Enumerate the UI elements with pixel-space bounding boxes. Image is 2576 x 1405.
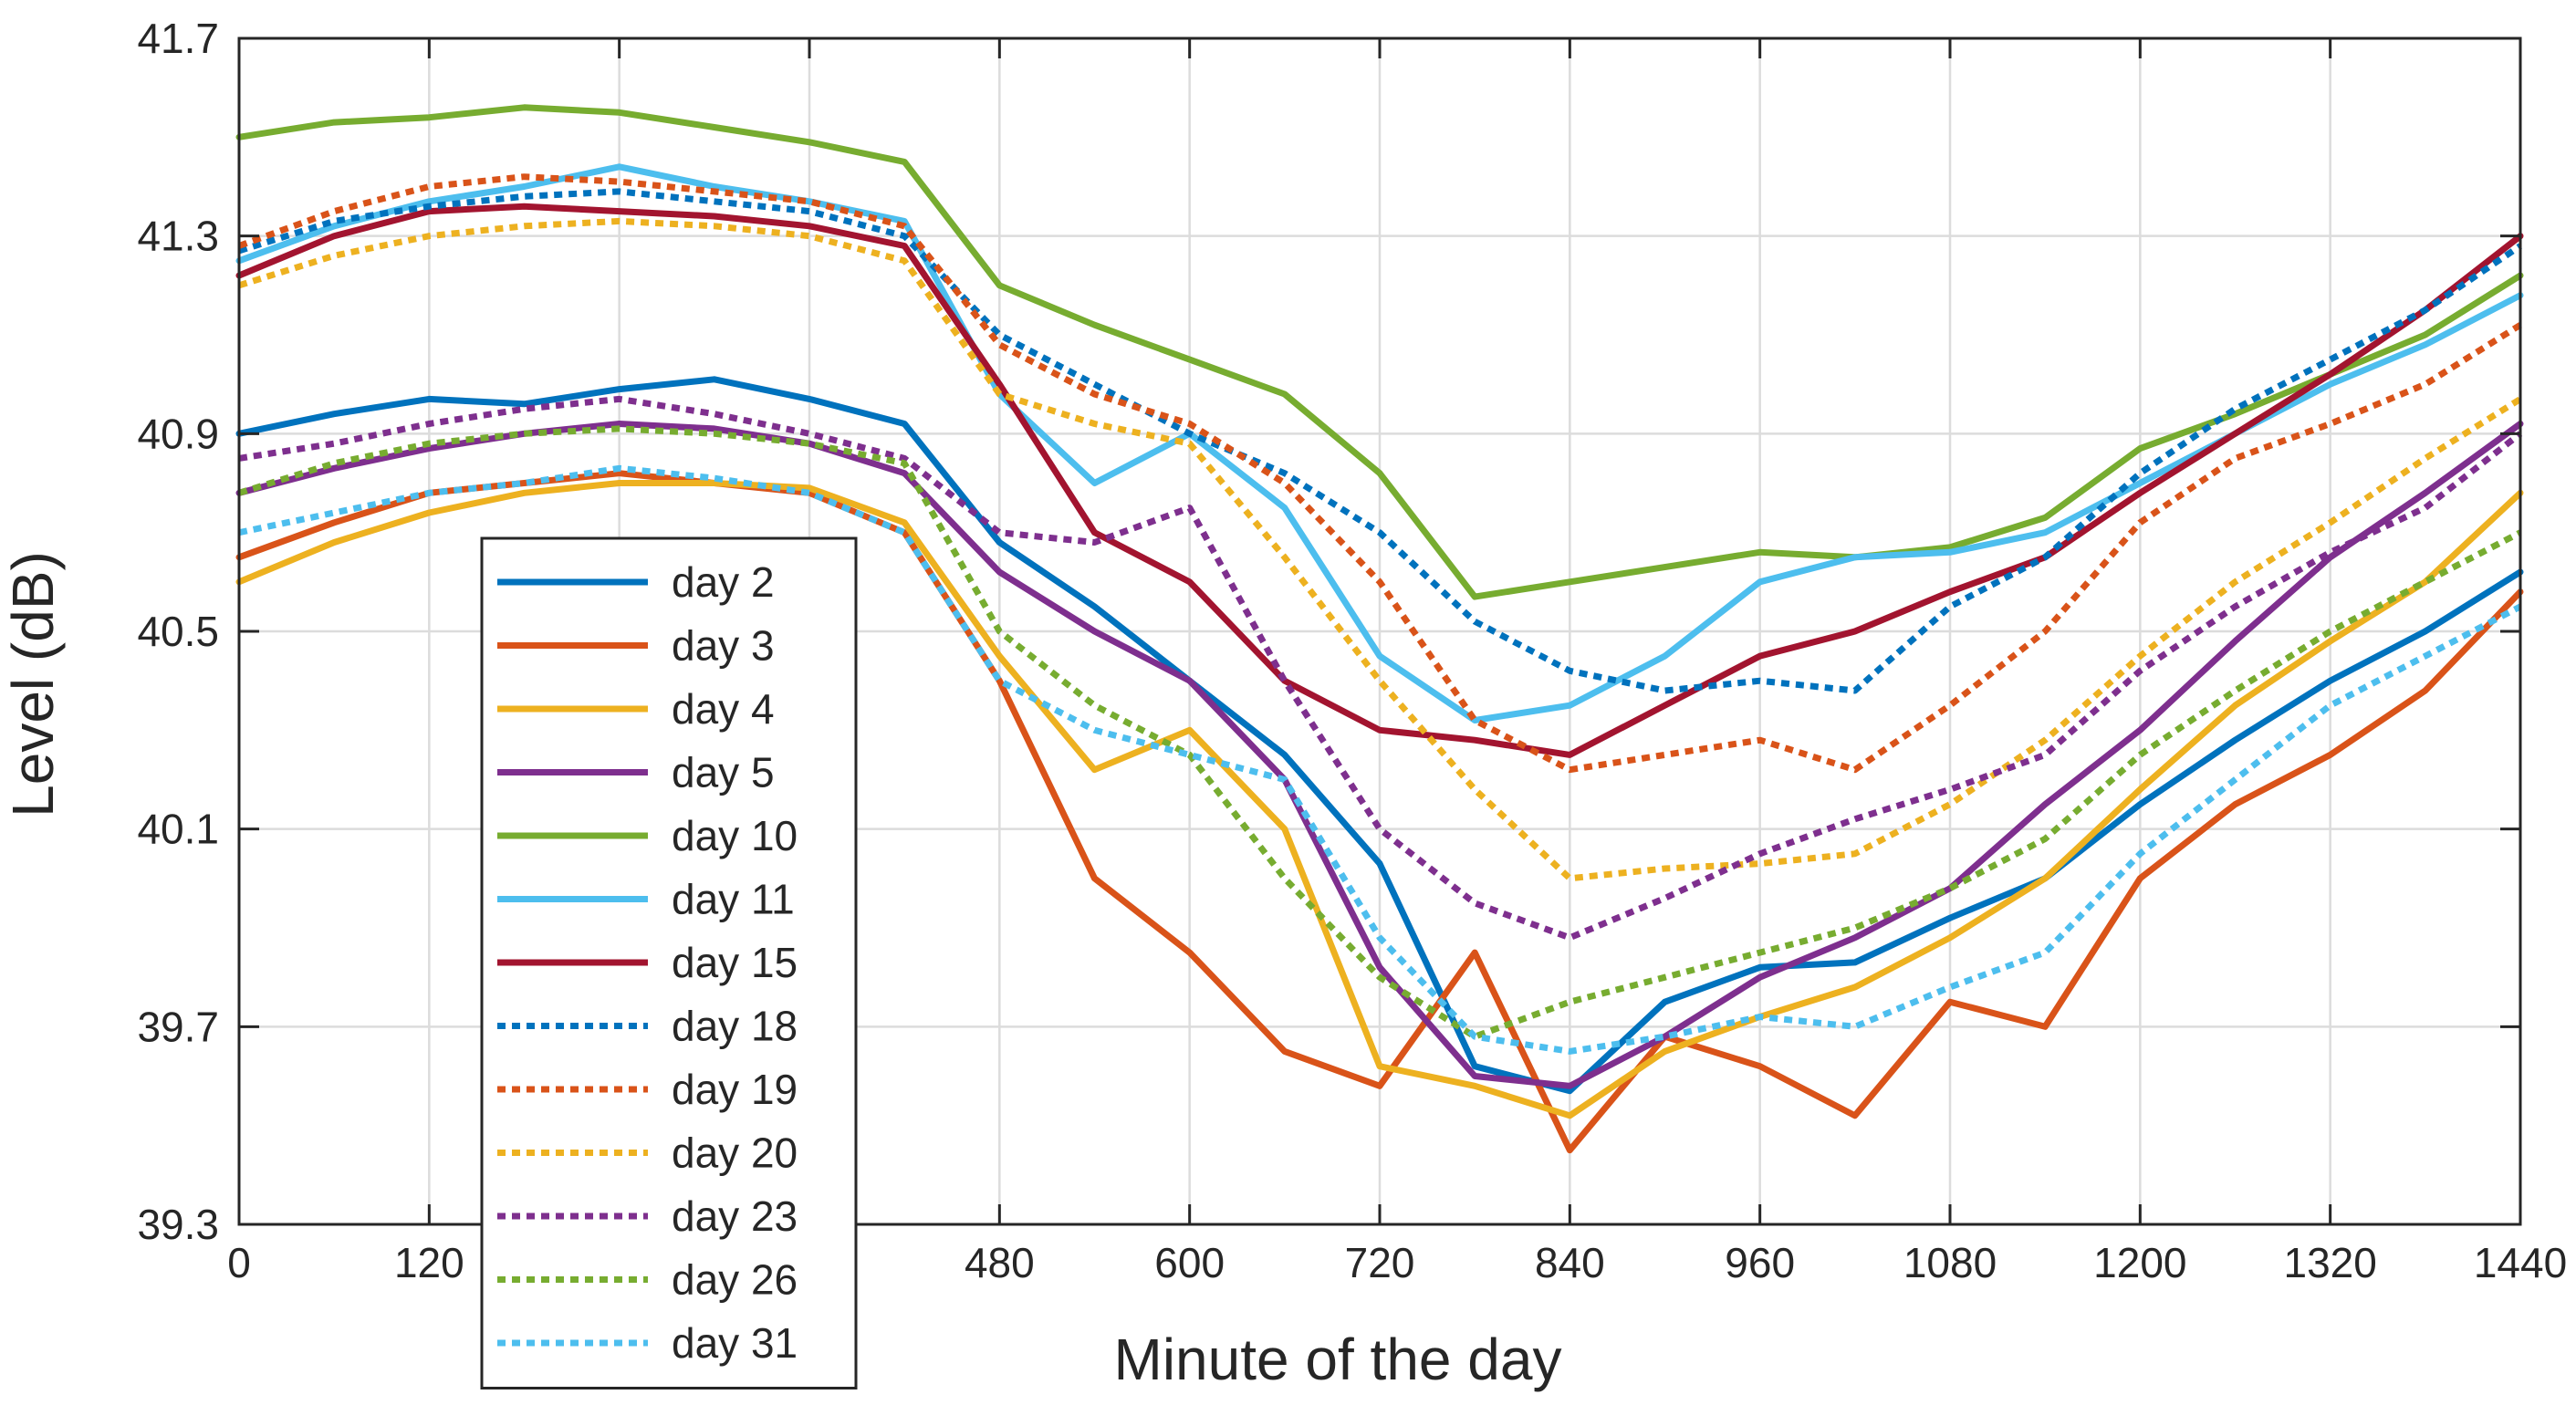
- x-tick-label-12: 1440: [2474, 1239, 2567, 1286]
- legend-label-day-15: day 15: [672, 939, 798, 986]
- legend-label-day-23: day 23: [672, 1192, 798, 1240]
- x-tick-label-4: 480: [965, 1239, 1035, 1286]
- y-tick-label-1: 39.7: [137, 1003, 219, 1050]
- series-line-day-4: [235, 480, 2524, 1119]
- x-tick-labels: 0 120 480 600 720 840 960 1080 1200 1320 1440: [227, 1239, 2567, 1286]
- legend-label-day-20: day 20: [672, 1129, 798, 1177]
- series-line-day-15: [235, 203, 2524, 758]
- legend-label-day-11: day 11: [672, 876, 795, 923]
- x-tick-label-9: 1080: [1903, 1239, 1997, 1286]
- y-tick-label-2: 40.1: [137, 806, 219, 853]
- series-line-day-19: [237, 173, 2522, 774]
- y-axis-label: Level (dB): [0, 551, 66, 817]
- series-line-day-20: [237, 217, 2522, 882]
- x-tick-label-5: 600: [1154, 1239, 1225, 1286]
- legend-label-day-26: day 26: [672, 1256, 798, 1304]
- y-tick-labels: 39.3 39.7 40.1 40.5 40.9 41.3 41.7: [137, 15, 219, 1248]
- legend-label-day-5: day 5: [672, 749, 775, 796]
- series-line-day-23: [238, 395, 2523, 942]
- y-tick-label-0: 39.3: [137, 1201, 219, 1248]
- series-line-day-2: [235, 376, 2524, 1095]
- x-axis-label: Minute of the day: [1114, 1327, 1562, 1392]
- series-line-day-5: [235, 421, 2524, 1089]
- series-line-day-10: [235, 104, 2524, 600]
- legend-label-day-18: day 18: [672, 1003, 798, 1050]
- series-line-day-3: [235, 470, 2524, 1154]
- legend-label-day-4: day 4: [672, 685, 775, 733]
- legend-label-day-2: day 2: [672, 558, 775, 606]
- x-tick-label-6: 720: [1345, 1239, 1415, 1286]
- y-tick-label-4: 40.9: [137, 410, 219, 457]
- series-line-day-31: [238, 464, 2522, 1055]
- x-tick-label-7: 840: [1535, 1239, 1605, 1286]
- legend: day 2 day 3 day 4 day 5 day 10 day 11 day 15 da…: [480, 536, 858, 1389]
- axis-ticks: [237, 36, 2522, 1226]
- legend-label-day-10: day 10: [672, 812, 798, 859]
- x-tick-label-0: 0: [227, 1239, 251, 1286]
- legend-label-day-31: day 31: [672, 1319, 798, 1367]
- x-tick-label-11: 1320: [2283, 1239, 2376, 1286]
- series-line-day-18: [237, 188, 2522, 694]
- x-tick-label-10: 1200: [2093, 1239, 2186, 1286]
- x-tick-label-8: 960: [1725, 1239, 1795, 1286]
- y-tick-label-6: 41.7: [137, 15, 219, 62]
- legend-label-day-19: day 19: [672, 1066, 798, 1113]
- series-lines: [235, 104, 2524, 1154]
- y-tick-label-3: 40.5: [137, 608, 219, 655]
- series-line-day-26: [237, 425, 2522, 1040]
- series-line-day-11: [235, 163, 2524, 723]
- legend-label-day-3: day 3: [672, 622, 775, 670]
- x-tick-label-1: 120: [394, 1239, 464, 1286]
- y-tick-label-5: 41.3: [137, 213, 219, 260]
